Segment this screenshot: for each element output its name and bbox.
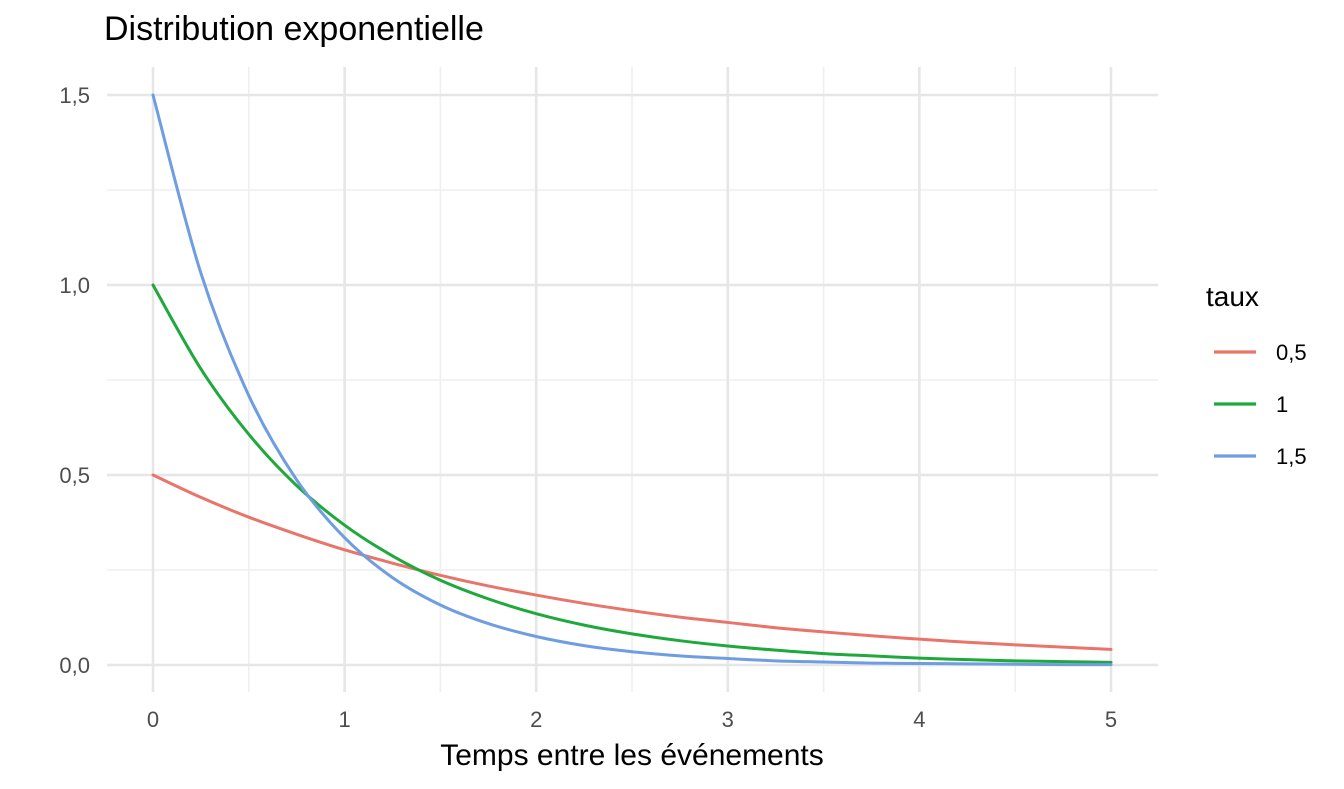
x-tick-label: 0	[147, 707, 159, 732]
y-tick-label: 0,5	[59, 463, 90, 488]
x-axis-title: Temps entre les événements	[440, 739, 824, 772]
series-line-1-5	[151, 93, 1113, 667]
x-tick-label: 1	[338, 707, 350, 732]
chart-title: Distribution exponentielle	[104, 10, 484, 48]
legend-label: 0,5	[1276, 340, 1307, 365]
legend-label: 1	[1276, 392, 1288, 417]
series-line-0-5	[151, 473, 1113, 651]
x-tick-label: 5	[1105, 707, 1117, 732]
y-tick-label: 1,5	[59, 83, 90, 108]
x-tick-label: 4	[913, 707, 925, 732]
series-line-1	[151, 283, 1113, 664]
y-axis-ticks: 0,0 0,5 1,0 1,5	[59, 83, 90, 678]
series-lines	[151, 93, 1113, 667]
legend-title: taux	[1206, 281, 1259, 312]
x-tick-label: 2	[530, 707, 542, 732]
legend: taux 0,5 1 1,5	[1206, 281, 1307, 469]
y-tick-label: 0,0	[59, 653, 90, 678]
x-tick-label: 3	[722, 707, 734, 732]
x-axis-ticks: 0 1 2 3 4 5	[147, 707, 1117, 732]
legend-label: 1,5	[1276, 444, 1307, 469]
grid-lines	[107, 67, 1158, 692]
y-tick-label: 1,0	[59, 273, 90, 298]
